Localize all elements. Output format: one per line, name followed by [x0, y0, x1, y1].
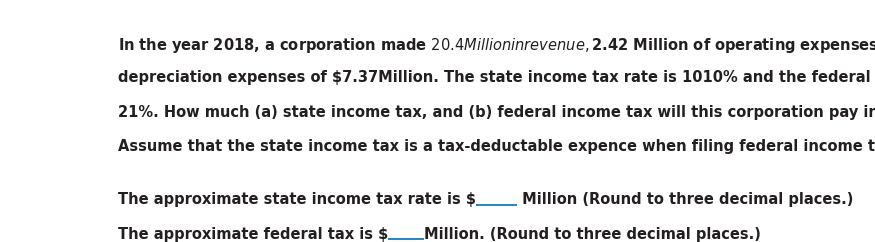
Text: Assume that the state income tax is a tax-deductable expence when filing federal: Assume that the state income tax is a ta…	[118, 139, 875, 154]
Text: The approximate state income tax rate is $: The approximate state income tax rate is…	[118, 192, 476, 207]
Text: depreciation expenses of $7.37Million. The state income tax rate is 1010% and th: depreciation expenses of $7.37Million. T…	[118, 70, 875, 85]
Text: Million. (Round to three decimal places.): Million. (Round to three decimal places.…	[424, 227, 761, 242]
Text: 21%. How much (a) state income tax, and (b) federal income tax will this corpora: 21%. How much (a) state income tax, and …	[118, 105, 875, 120]
Text: The approximate federal tax is $: The approximate federal tax is $	[118, 227, 388, 242]
Text: In the year 2018, a corporation made $20.4 Million in revenue, $2.42 Million of : In the year 2018, a corporation made $20…	[118, 36, 875, 54]
Text: Million (Round to three decimal places.): Million (Round to three decimal places.)	[517, 192, 854, 207]
